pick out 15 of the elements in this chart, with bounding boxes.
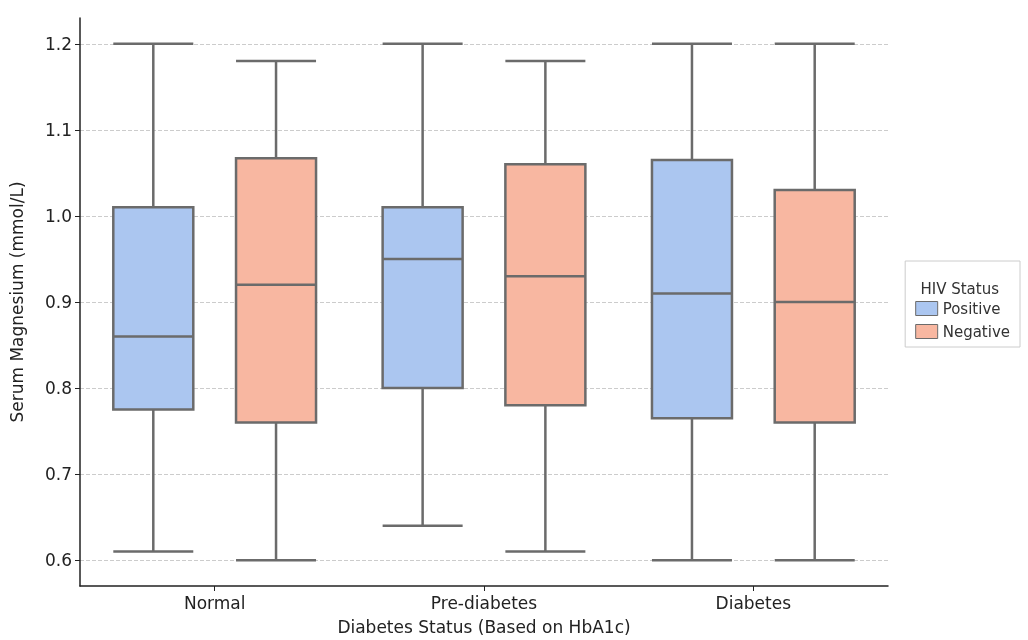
y-tick-label: 0.6 <box>44 550 72 571</box>
x-tick-label: Diabetes <box>715 592 792 613</box>
y-tick-label: 0.7 <box>44 464 72 485</box>
y-tick-label: 1.2 <box>44 33 72 54</box>
y-axis-title: Serum Magnesium (mmol/L) <box>6 181 27 423</box>
legend-title: HIV Status <box>920 279 1000 298</box>
x-tick-label: Pre-diabetes <box>430 592 538 613</box>
legend-label: Negative <box>942 322 1011 341</box>
x-axis-title: Diabetes Status (Based on HbA1c) <box>337 616 631 637</box>
y-tick-label: 0.8 <box>44 378 72 399</box>
y-tick-label: 0.9 <box>44 292 72 312</box>
y-tick-label: 1.1 <box>44 119 72 140</box>
legend-label: Positive <box>942 299 1001 318</box>
y-tick-label: 1.0 <box>44 205 72 226</box>
x-tick-label: Normal <box>183 592 246 613</box>
